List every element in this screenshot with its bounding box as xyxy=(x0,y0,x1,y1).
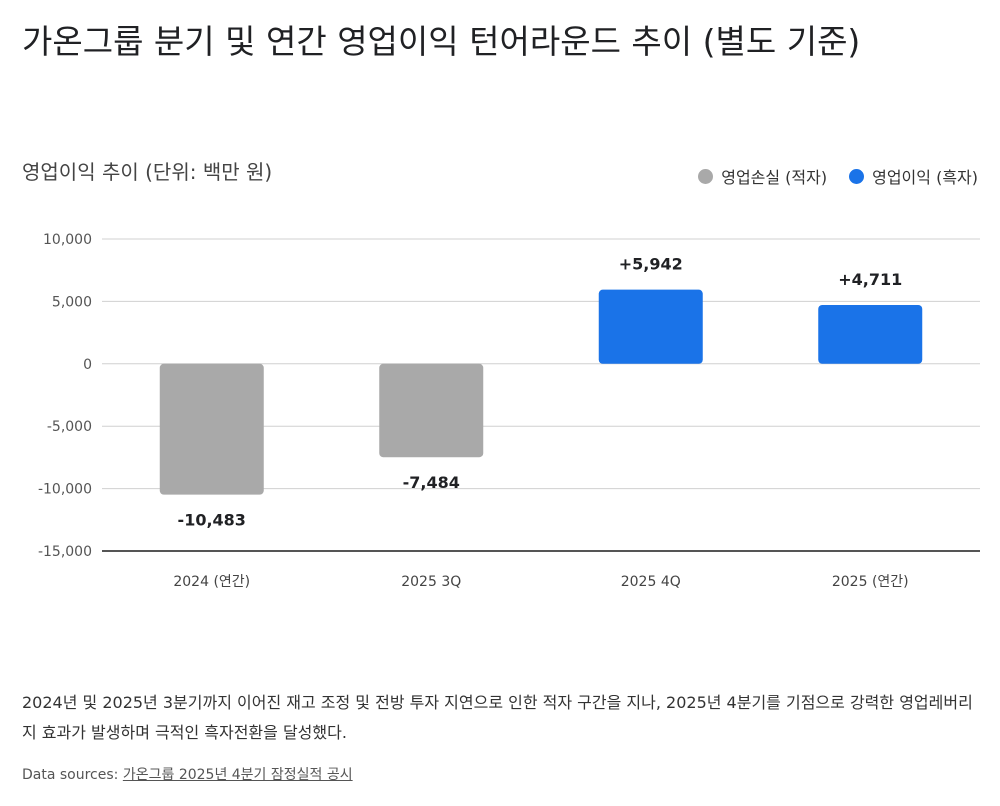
y-tick-label: -15,000 xyxy=(38,544,92,560)
y-tick-label: 0 xyxy=(83,357,92,373)
x-tick-label: 2024 (연간) xyxy=(173,574,250,590)
y-tick-label: -5,000 xyxy=(47,419,92,435)
data-source: Data sources: 가온그룹 2025년 4분기 잠정실적 공시 xyxy=(22,764,353,784)
legend-swatch-profit xyxy=(849,168,865,184)
legend-item-profit: 영업이익 (흑자) xyxy=(849,164,978,188)
data-label: +4,711 xyxy=(838,270,902,289)
legend: 영업손실 (적자) 영업이익 (흑자) xyxy=(698,164,978,188)
data-label: -10,483 xyxy=(178,511,246,530)
data-label: +5,942 xyxy=(619,255,683,274)
legend-item-loss: 영업손실 (적자) xyxy=(698,164,827,188)
legend-label-loss: 영업손실 (적자) xyxy=(721,168,828,187)
legend-swatch-loss xyxy=(698,168,714,184)
bar xyxy=(818,305,923,364)
bar xyxy=(379,363,484,458)
bar-chart: 10,000 5,000 0 -5,000 -10,000 -15,000 -10,483 2… xyxy=(38,232,980,590)
bar xyxy=(159,363,264,495)
source-prefix: Data sources: xyxy=(22,767,123,783)
chart-title: 가온그룹 분기 및 연간 영업이익 턴어라운드 추이 (별도 기준) xyxy=(22,22,861,61)
chart-description: 2024년 및 2025년 3분기까지 이어진 재고 조정 및 전방 투자 지연… xyxy=(22,693,973,742)
data-label: -7,484 xyxy=(403,473,460,492)
y-tick-label: 5,000 xyxy=(52,294,92,310)
bar xyxy=(598,289,703,364)
source-link[interactable]: 가온그룹 2025년 4분기 잠정실적 공시 xyxy=(122,767,353,783)
x-tick-label: 2025 (연간) xyxy=(832,574,909,590)
x-tick-label: 2025 4Q xyxy=(621,574,681,590)
x-tick-label: 2025 3Q xyxy=(401,574,461,590)
y-tick-label: 10,000 xyxy=(43,232,92,248)
y-tick-label: -10,000 xyxy=(38,482,92,498)
legend-label-profit: 영업이익 (흑자) xyxy=(872,168,978,187)
chart-subtitle: 영업이익 추이 (단위: 백만 원) xyxy=(22,160,273,184)
